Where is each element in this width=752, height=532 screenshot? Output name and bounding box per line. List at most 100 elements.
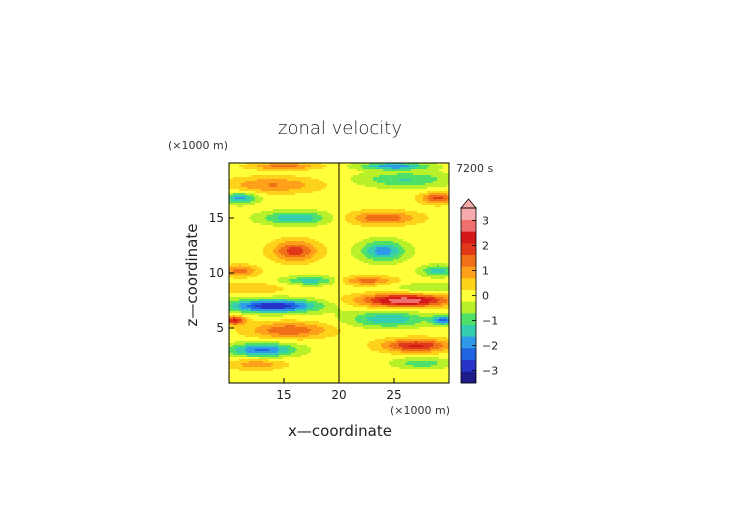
- heatmap-cell: [443, 165, 446, 168]
- heatmap-cell: [417, 179, 420, 182]
- heatmap-cell: [315, 221, 318, 224]
- heatmap-cell: [359, 167, 362, 170]
- heatmap-cell: [251, 203, 254, 206]
- heatmap-cell: [369, 211, 372, 214]
- heatmap-cell: [419, 221, 422, 224]
- heatmap-cell: [437, 185, 440, 188]
- heatmap-cell: [361, 197, 364, 200]
- heatmap-cell: [357, 193, 360, 196]
- heatmap-cell: [447, 205, 450, 208]
- heatmap-cell: [337, 193, 340, 196]
- heatmap-cell: [309, 195, 312, 198]
- heatmap-cell: [435, 185, 438, 188]
- heatmap-cell: [441, 207, 444, 210]
- heatmap-cell: [247, 213, 250, 216]
- heatmap-cell: [371, 223, 374, 226]
- heatmap-cell: [339, 173, 342, 176]
- heatmap-cell: [413, 177, 416, 180]
- heatmap-cell: [381, 175, 384, 178]
- heatmap-cell: [261, 195, 264, 198]
- heatmap-cell: [295, 175, 298, 178]
- heatmap-cell: [317, 171, 320, 174]
- heatmap-cell: [335, 165, 338, 168]
- heatmap-cell: [439, 171, 442, 174]
- heatmap-cell: [409, 207, 412, 210]
- heatmap-cell: [419, 171, 422, 174]
- heatmap-cell: [305, 163, 308, 166]
- heatmap-cell: [293, 213, 296, 216]
- heatmap-cell: [249, 223, 252, 226]
- heatmap-cell: [247, 215, 250, 218]
- heatmap-cell: [247, 221, 250, 224]
- heatmap-cell: [327, 167, 330, 170]
- heatmap-cell: [407, 207, 410, 210]
- heatmap-cell: [445, 207, 448, 210]
- heatmap-cell: [301, 163, 304, 166]
- heatmap-cell: [235, 203, 238, 206]
- heatmap-cell: [321, 199, 324, 202]
- heatmap-cell: [269, 185, 272, 188]
- heatmap-cell: [291, 183, 294, 186]
- heatmap-cell: [397, 207, 400, 210]
- heatmap-cell: [389, 191, 392, 194]
- heatmap-cell: [303, 183, 306, 186]
- heatmap-cell: [441, 193, 444, 196]
- heatmap-cell: [423, 215, 426, 218]
- heatmap-cell: [287, 175, 290, 178]
- heatmap-cell: [265, 167, 268, 170]
- heatmap-cell: [351, 163, 354, 166]
- heatmap-cell: [411, 183, 414, 186]
- heatmap-cell: [233, 199, 236, 202]
- heatmap-cell: [249, 199, 252, 202]
- heatmap-cell: [247, 171, 250, 174]
- heatmap-cell: [369, 203, 372, 206]
- heatmap-cell: [403, 199, 406, 202]
- heatmap-cell: [395, 173, 398, 176]
- heatmap-cell: [415, 169, 418, 172]
- heatmap-cell: [385, 201, 388, 204]
- heatmap-cell: [327, 221, 330, 224]
- heatmap-cell: [359, 195, 362, 198]
- heatmap-cell: [297, 171, 300, 174]
- heatmap-cell: [325, 223, 328, 226]
- heatmap-cell: [385, 187, 388, 190]
- heatmap-cell: [307, 219, 310, 222]
- heatmap-cell: [313, 221, 316, 224]
- heatmap-cell: [357, 215, 360, 218]
- heatmap-cell: [389, 213, 392, 216]
- heatmap-cell: [323, 167, 326, 170]
- heatmap-cell: [245, 213, 248, 216]
- heatmap-cell: [385, 221, 388, 224]
- heatmap-cell: [355, 193, 358, 196]
- heatmap-cell: [385, 223, 388, 226]
- heatmap-cell: [257, 193, 260, 196]
- heatmap-cell: [385, 167, 388, 170]
- heatmap-cell: [307, 185, 310, 188]
- heatmap-cell: [247, 193, 250, 196]
- heatmap-cell: [431, 187, 434, 190]
- heatmap-cell: [329, 211, 332, 214]
- heatmap-cell: [269, 179, 272, 182]
- heatmap-cell: [423, 181, 426, 184]
- heatmap-cell: [253, 177, 256, 180]
- heatmap-cell: [263, 169, 266, 172]
- heatmap-cell: [339, 211, 342, 214]
- heatmap-cell: [297, 193, 300, 196]
- heatmap-cell: [267, 215, 270, 218]
- heatmap-cell: [339, 187, 342, 190]
- heatmap-cell: [395, 217, 398, 220]
- heatmap-cell: [321, 201, 324, 204]
- heatmap-cell: [409, 183, 412, 186]
- heatmap-cell: [335, 163, 338, 166]
- heatmap-cell: [279, 183, 282, 186]
- heatmap-cell: [255, 211, 258, 214]
- heatmap-cell: [285, 191, 288, 194]
- heatmap-cell: [433, 215, 436, 218]
- heatmap-cell: [241, 197, 244, 200]
- heatmap-cell: [361, 199, 364, 202]
- heatmap-cell: [355, 201, 358, 204]
- heatmap-cell: [405, 189, 408, 192]
- heatmap-cell: [367, 167, 370, 170]
- heatmap-cell: [447, 185, 450, 188]
- heatmap-cell: [435, 189, 438, 192]
